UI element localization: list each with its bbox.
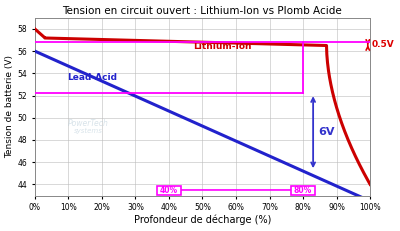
Text: PowerTech: PowerTech xyxy=(68,119,109,128)
Text: 80%: 80% xyxy=(294,186,312,195)
Title: Tension en circuit ouvert : Lithium-Ion vs Plomb Acide: Tension en circuit ouvert : Lithium-Ion … xyxy=(62,6,342,15)
FancyBboxPatch shape xyxy=(291,186,315,195)
Y-axis label: Tension de batterie (V): Tension de batterie (V) xyxy=(6,55,14,158)
Text: systems: systems xyxy=(74,128,103,134)
Text: 40%: 40% xyxy=(160,186,178,195)
Text: Lead-Acid: Lead-Acid xyxy=(67,73,117,82)
FancyBboxPatch shape xyxy=(157,186,181,195)
X-axis label: Profondeur de décharge (%): Profondeur de décharge (%) xyxy=(134,215,271,225)
Text: 0.5V: 0.5V xyxy=(372,40,394,49)
Text: Lithium-Ion: Lithium-Ion xyxy=(193,42,252,51)
Text: 6V: 6V xyxy=(318,127,335,137)
